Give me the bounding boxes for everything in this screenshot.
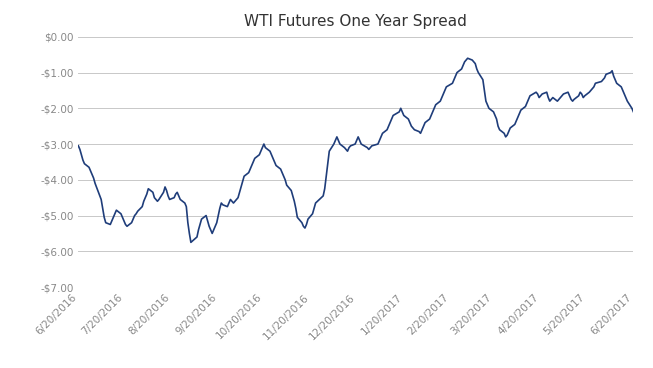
Title: WTI Futures One Year Spread: WTI Futures One Year Spread <box>244 14 468 29</box>
